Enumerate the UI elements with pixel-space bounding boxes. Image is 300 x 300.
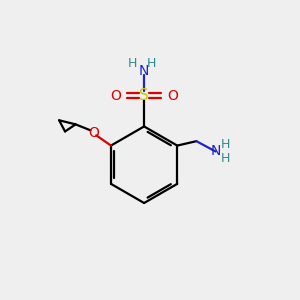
Text: O: O	[88, 126, 99, 140]
Text: N: N	[139, 64, 149, 78]
Text: H: H	[221, 139, 230, 152]
Text: O: O	[110, 88, 121, 103]
Text: N: N	[210, 145, 221, 158]
Text: S: S	[139, 88, 149, 103]
Text: H: H	[221, 152, 230, 165]
Text: H: H	[147, 57, 156, 70]
Text: O: O	[167, 88, 178, 103]
Text: H: H	[128, 57, 138, 70]
